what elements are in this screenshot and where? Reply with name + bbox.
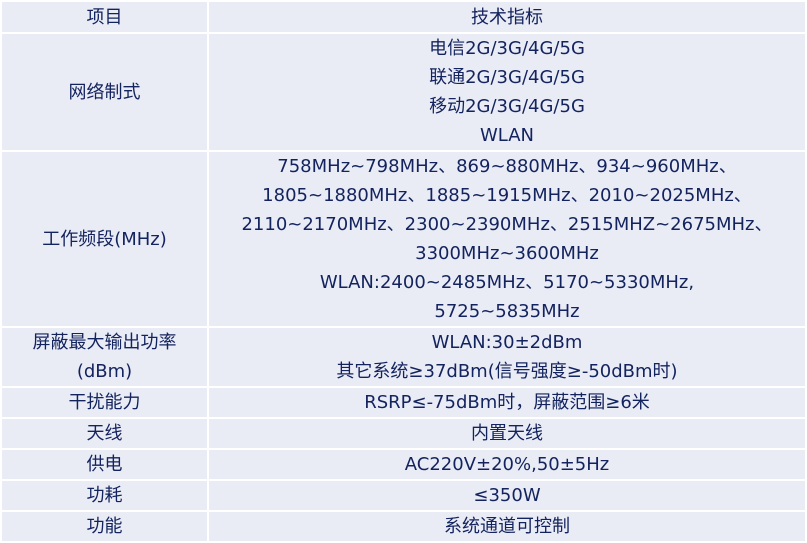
spec-line: 移动2G/3G/4G/5G xyxy=(429,96,585,117)
table-row: 天线 内置天线 xyxy=(0,417,807,450)
table-row: 功能 系统通道可控制 xyxy=(0,510,807,543)
row-item: 天线 xyxy=(0,417,209,450)
item-text: 网络制式 xyxy=(68,81,141,103)
spec-line: WLAN:2400~2485MHz、5170~5330MHz, xyxy=(319,272,695,293)
spec-line: 3300MHz~3600MHz xyxy=(415,243,599,264)
header-item: 项目 xyxy=(0,0,209,34)
row-spec: 系统通道可控制 xyxy=(207,510,807,543)
row-item: 功耗 xyxy=(0,479,209,512)
row-spec: 内置天线 xyxy=(207,417,807,450)
item-text: 屏蔽最大输出功率 xyxy=(32,332,177,353)
spec-line: 联通2G/3G/4G/5G xyxy=(429,67,585,88)
row-item: 干扰能力 xyxy=(0,386,209,419)
header-spec: 技术指标 xyxy=(207,0,807,34)
spec-line: 758MHz~798MHz、869~880MHz、934~960MHz、 xyxy=(277,156,737,177)
spec-line: 5725~5835MHz xyxy=(434,301,580,322)
row-item: 网络制式 xyxy=(0,32,209,152)
spec-line: WLAN:30±2dBm xyxy=(431,332,583,353)
item-text: (dBm) xyxy=(76,361,133,382)
spec-line: 1805~1880MHz、1885~1915MHz、2010~2025MHz、 xyxy=(262,185,752,206)
spec-line: 其它系统≥37dBm(信号强度≥-50dBm时) xyxy=(336,361,678,382)
spec-line: WLAN xyxy=(479,125,535,146)
row-item: 功能 xyxy=(0,510,209,543)
spec-line: 电信2G/3G/4G/5G xyxy=(429,38,585,59)
table-row: 网络制式 电信2G/3G/4G/5G 联通2G/3G/4G/5G 移动2G/3G… xyxy=(0,32,807,152)
table-row: 供电 AC220V±20%,50±5Hz xyxy=(0,448,807,481)
row-spec: 758MHz~798MHz、869~880MHz、934~960MHz、 180… xyxy=(207,150,807,328)
row-item: 屏蔽最大输出功率 (dBm) xyxy=(0,326,209,388)
row-spec: ≤350W xyxy=(207,479,807,512)
row-item: 供电 xyxy=(0,448,209,481)
spec-line: 2110~2170MHz、2300~2390MHz、2515MHZ~2675MH… xyxy=(241,214,773,235)
row-spec: RSRP≤-75dBm时，屏蔽范围≥6米 xyxy=(207,386,807,419)
row-item: 工作频段(MHz) xyxy=(0,150,209,328)
row-spec: 电信2G/3G/4G/5G 联通2G/3G/4G/5G 移动2G/3G/4G/5… xyxy=(207,32,807,152)
table-row: 干扰能力 RSRP≤-75dBm时，屏蔽范围≥6米 xyxy=(0,386,807,419)
row-spec: AC220V±20%,50±5Hz xyxy=(207,448,807,481)
table-row: 工作频段(MHz) 758MHz~798MHz、869~880MHz、934~9… xyxy=(0,150,807,328)
row-spec: WLAN:30±2dBm 其它系统≥37dBm(信号强度≥-50dBm时) xyxy=(207,326,807,388)
item-text: 工作频段(MHz) xyxy=(42,228,167,250)
table-row: 屏蔽最大输出功率 (dBm) WLAN:30±2dBm 其它系统≥37dBm(信… xyxy=(0,326,807,388)
table-row: 功耗 ≤350W xyxy=(0,479,807,512)
header-row: 项目 技术指标 xyxy=(0,0,807,34)
